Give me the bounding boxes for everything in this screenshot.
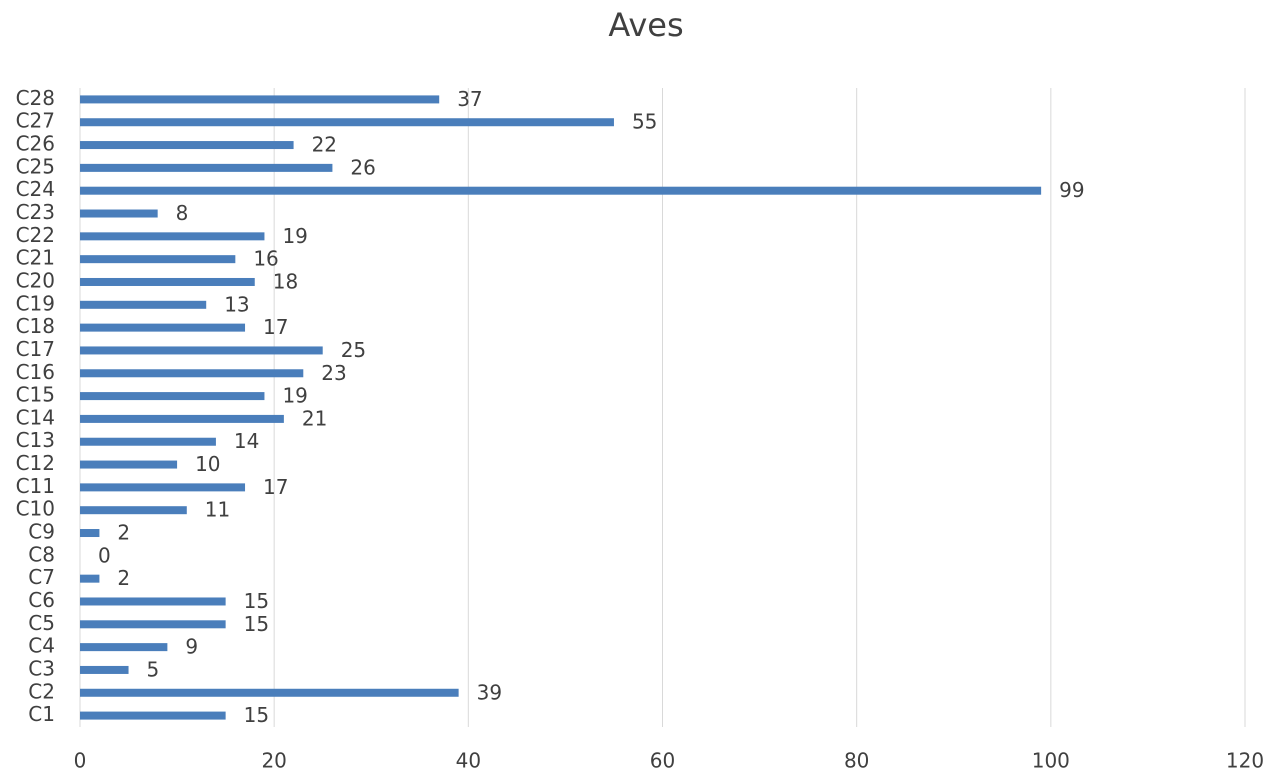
bar <box>80 209 158 218</box>
data-label: 18 <box>273 269 298 293</box>
y-tick-label: C13 <box>16 428 55 452</box>
y-tick-label: C18 <box>16 314 55 338</box>
bar <box>80 620 226 629</box>
bar <box>80 414 284 423</box>
y-tick-label: C17 <box>16 337 55 361</box>
x-tick-label: 120 <box>1226 749 1264 773</box>
data-label: 19 <box>282 224 307 248</box>
bar <box>80 323 246 332</box>
data-label: 37 <box>457 87 482 111</box>
data-label: 99 <box>1059 178 1084 202</box>
bar <box>80 186 1042 195</box>
bar <box>80 95 440 104</box>
bar <box>80 437 216 446</box>
bar <box>80 688 459 697</box>
bar <box>80 460 178 469</box>
y-tick-label: C5 <box>28 611 55 635</box>
x-tick-label: 60 <box>650 749 675 773</box>
y-tick-label: C20 <box>16 268 55 292</box>
y-tick-label: C3 <box>28 656 55 680</box>
x-tick-label: 80 <box>844 749 869 773</box>
data-label: 25 <box>341 338 366 362</box>
data-label: 8 <box>176 201 189 225</box>
y-tick-label: C6 <box>28 588 55 612</box>
data-label: 17 <box>263 315 288 339</box>
y-tick-label: C2 <box>28 679 55 703</box>
bar <box>80 255 236 264</box>
data-label: 15 <box>244 703 269 727</box>
data-label: 2 <box>117 521 130 545</box>
bar <box>80 483 246 492</box>
y-tick-label: C11 <box>16 474 55 498</box>
y-tick-label: C16 <box>16 360 55 384</box>
bar <box>80 277 255 286</box>
chart-title: Aves <box>608 6 683 44</box>
bar <box>80 597 226 606</box>
bar <box>80 232 265 241</box>
y-tick-label: C23 <box>16 200 55 224</box>
bar <box>80 300 207 309</box>
data-label: 11 <box>205 498 230 522</box>
data-label: 2 <box>117 566 130 590</box>
data-label: 39 <box>477 680 502 704</box>
bar <box>80 574 100 583</box>
y-tick-label: C24 <box>16 177 55 201</box>
x-tick-label: 20 <box>261 749 286 773</box>
y-tick-label: C15 <box>16 383 55 407</box>
bar <box>80 118 614 127</box>
x-tick-label: 100 <box>1032 749 1070 773</box>
y-tick-label: C19 <box>16 291 55 315</box>
x-tick-label: 40 <box>456 749 481 773</box>
y-tick-label: C8 <box>28 542 55 566</box>
y-tick-label: C7 <box>28 565 55 589</box>
data-label: 5 <box>147 657 160 681</box>
y-tick-label: C22 <box>16 223 55 247</box>
x-tick-label: 0 <box>74 749 87 773</box>
bar <box>80 665 129 674</box>
y-tick-label: C28 <box>16 86 55 110</box>
data-label: 9 <box>185 635 198 659</box>
y-tick-label: C9 <box>28 520 55 544</box>
y-tick-label: C1 <box>28 702 55 726</box>
y-tick-label: C21 <box>16 246 55 270</box>
data-label: 19 <box>282 384 307 408</box>
data-label: 15 <box>244 589 269 613</box>
bar <box>80 643 168 652</box>
y-tick-label: C26 <box>16 132 55 156</box>
data-label: 17 <box>263 475 288 499</box>
data-label: 15 <box>244 612 269 636</box>
bar <box>80 141 294 150</box>
y-tick-label: C10 <box>16 497 55 521</box>
bar <box>80 392 265 401</box>
y-tick-label: C27 <box>16 109 55 133</box>
bar <box>80 163 333 172</box>
bar <box>80 711 226 720</box>
data-label: 16 <box>253 247 278 271</box>
y-tick-label: C12 <box>16 451 55 475</box>
data-label: 21 <box>302 406 327 430</box>
data-label: 26 <box>350 155 375 179</box>
bar <box>80 529 100 538</box>
data-label: 55 <box>632 110 657 134</box>
y-tick-label: C14 <box>16 405 55 429</box>
bar <box>80 346 323 355</box>
data-label: 13 <box>224 292 249 316</box>
data-label: 10 <box>195 452 220 476</box>
y-tick-label: C4 <box>28 634 55 658</box>
bar <box>80 369 304 378</box>
data-label: 23 <box>321 361 346 385</box>
y-tick-label: C25 <box>16 154 55 178</box>
data-label: 14 <box>234 429 259 453</box>
bar <box>80 506 187 515</box>
data-label: 0 <box>98 543 111 567</box>
data-label: 22 <box>312 133 337 157</box>
